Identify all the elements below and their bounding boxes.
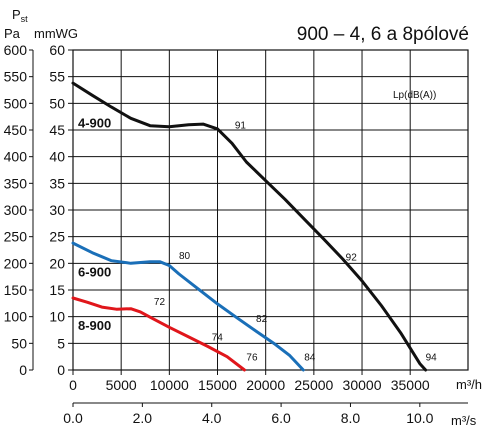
y-mmwg-tick-label: 35 [49,175,65,191]
noise-label-84: 84 [304,352,316,363]
curve-4-900 [71,81,428,372]
y-mmwg-tick-label: 45 [49,122,65,138]
x-secondary-tick-label: 10.0 [406,410,433,426]
y-pa-tick-label: 400 [4,149,28,165]
y-mmwg-tick-label: 60 [49,42,65,58]
y-mmwg-tick-label: 30 [49,202,65,218]
noise-label-74: 74 [212,333,224,344]
mmwg-unit-label: mmWG [34,26,78,41]
pa-unit-label: Pa [4,26,21,41]
y-mmwg-tick-label: 0 [57,362,65,378]
y-pa-tick-label: 150 [4,282,28,298]
y-mmwg-tick-label: 50 [49,95,65,111]
y-pa-tick-label: 500 [4,95,28,111]
series-label-4-900: 4-900 [78,115,111,130]
x-secondary-tick-label: 4.0 [202,410,222,426]
curve-8-900 [71,296,246,372]
y-mmwg-tick-label: 25 [49,229,65,245]
x-primary-tick-label: 0 [69,377,77,393]
noise-label-94: 94 [426,352,438,363]
pressure-symbol: Pst [12,7,28,24]
curve-6-900 [71,241,305,372]
y-pa-tick-label: 100 [4,309,28,325]
axes-layer: 0510152025303540455055600501001502002503… [4,42,469,426]
y-mmwg-tick-label: 20 [49,255,65,271]
y-mmwg-tick-label: 40 [49,149,65,165]
x-secondary-tick-label: 2.0 [133,410,153,426]
y-pa-tick-label: 450 [4,122,28,138]
x-primary-tick-label: 30000 [343,377,382,393]
x-primary-tick-label: 35000 [391,377,430,393]
x-secondary-tick-label: 0.0 [63,410,83,426]
y-pa-tick-label: 200 [4,255,28,271]
x-secondary-tick-label: 8.0 [341,410,361,426]
y-pa-tick-label: 600 [4,42,28,58]
y-mmwg-tick-label: 10 [49,309,65,325]
noise-legend-label: Lp(dB(A)) [393,90,436,101]
x-primary-tick-label: 10000 [150,377,189,393]
noise-label-91: 91 [235,120,247,131]
x-secondary-tick-label: 6.0 [271,410,291,426]
y-pa-tick-label: 250 [4,229,28,245]
noise-label-82: 82 [256,314,268,325]
series-layer [71,81,428,372]
y-mmwg-tick-label: 15 [49,282,65,298]
y-mmwg-tick-label: 55 [49,69,65,85]
y-mmwg-tick-label: 5 [57,335,65,351]
chart-title: 900 – 4, 6 a 8pólové [297,24,469,45]
y-pa-tick-label: 300 [4,202,28,218]
noise-label-76: 76 [246,352,258,363]
noise-label-72: 72 [154,297,166,308]
y-pa-tick-label: 350 [4,175,28,191]
series-label-8-900: 8-900 [78,318,111,333]
series-label-6-900: 6-900 [78,265,111,280]
y-pa-tick-label: 0 [19,362,27,378]
y-pa-tick-label: 550 [4,69,28,85]
x-primary-unit-label: m³/h [456,377,482,392]
x-primary-tick-label: 20000 [246,377,285,393]
x-primary-tick-label: 5000 [106,377,137,393]
labels-layer: 91 92 94 80 82 84 72 74 76 4-900 6-900 8-900 [78,115,437,363]
y-pa-tick-label: 50 [11,335,27,351]
x-primary-tick-label: 25000 [294,377,333,393]
x-secondary-unit-label: m³/s [451,413,477,428]
x-primary-tick-label: 15000 [198,377,237,393]
noise-label-92: 92 [346,253,358,264]
noise-label-80: 80 [179,251,191,262]
